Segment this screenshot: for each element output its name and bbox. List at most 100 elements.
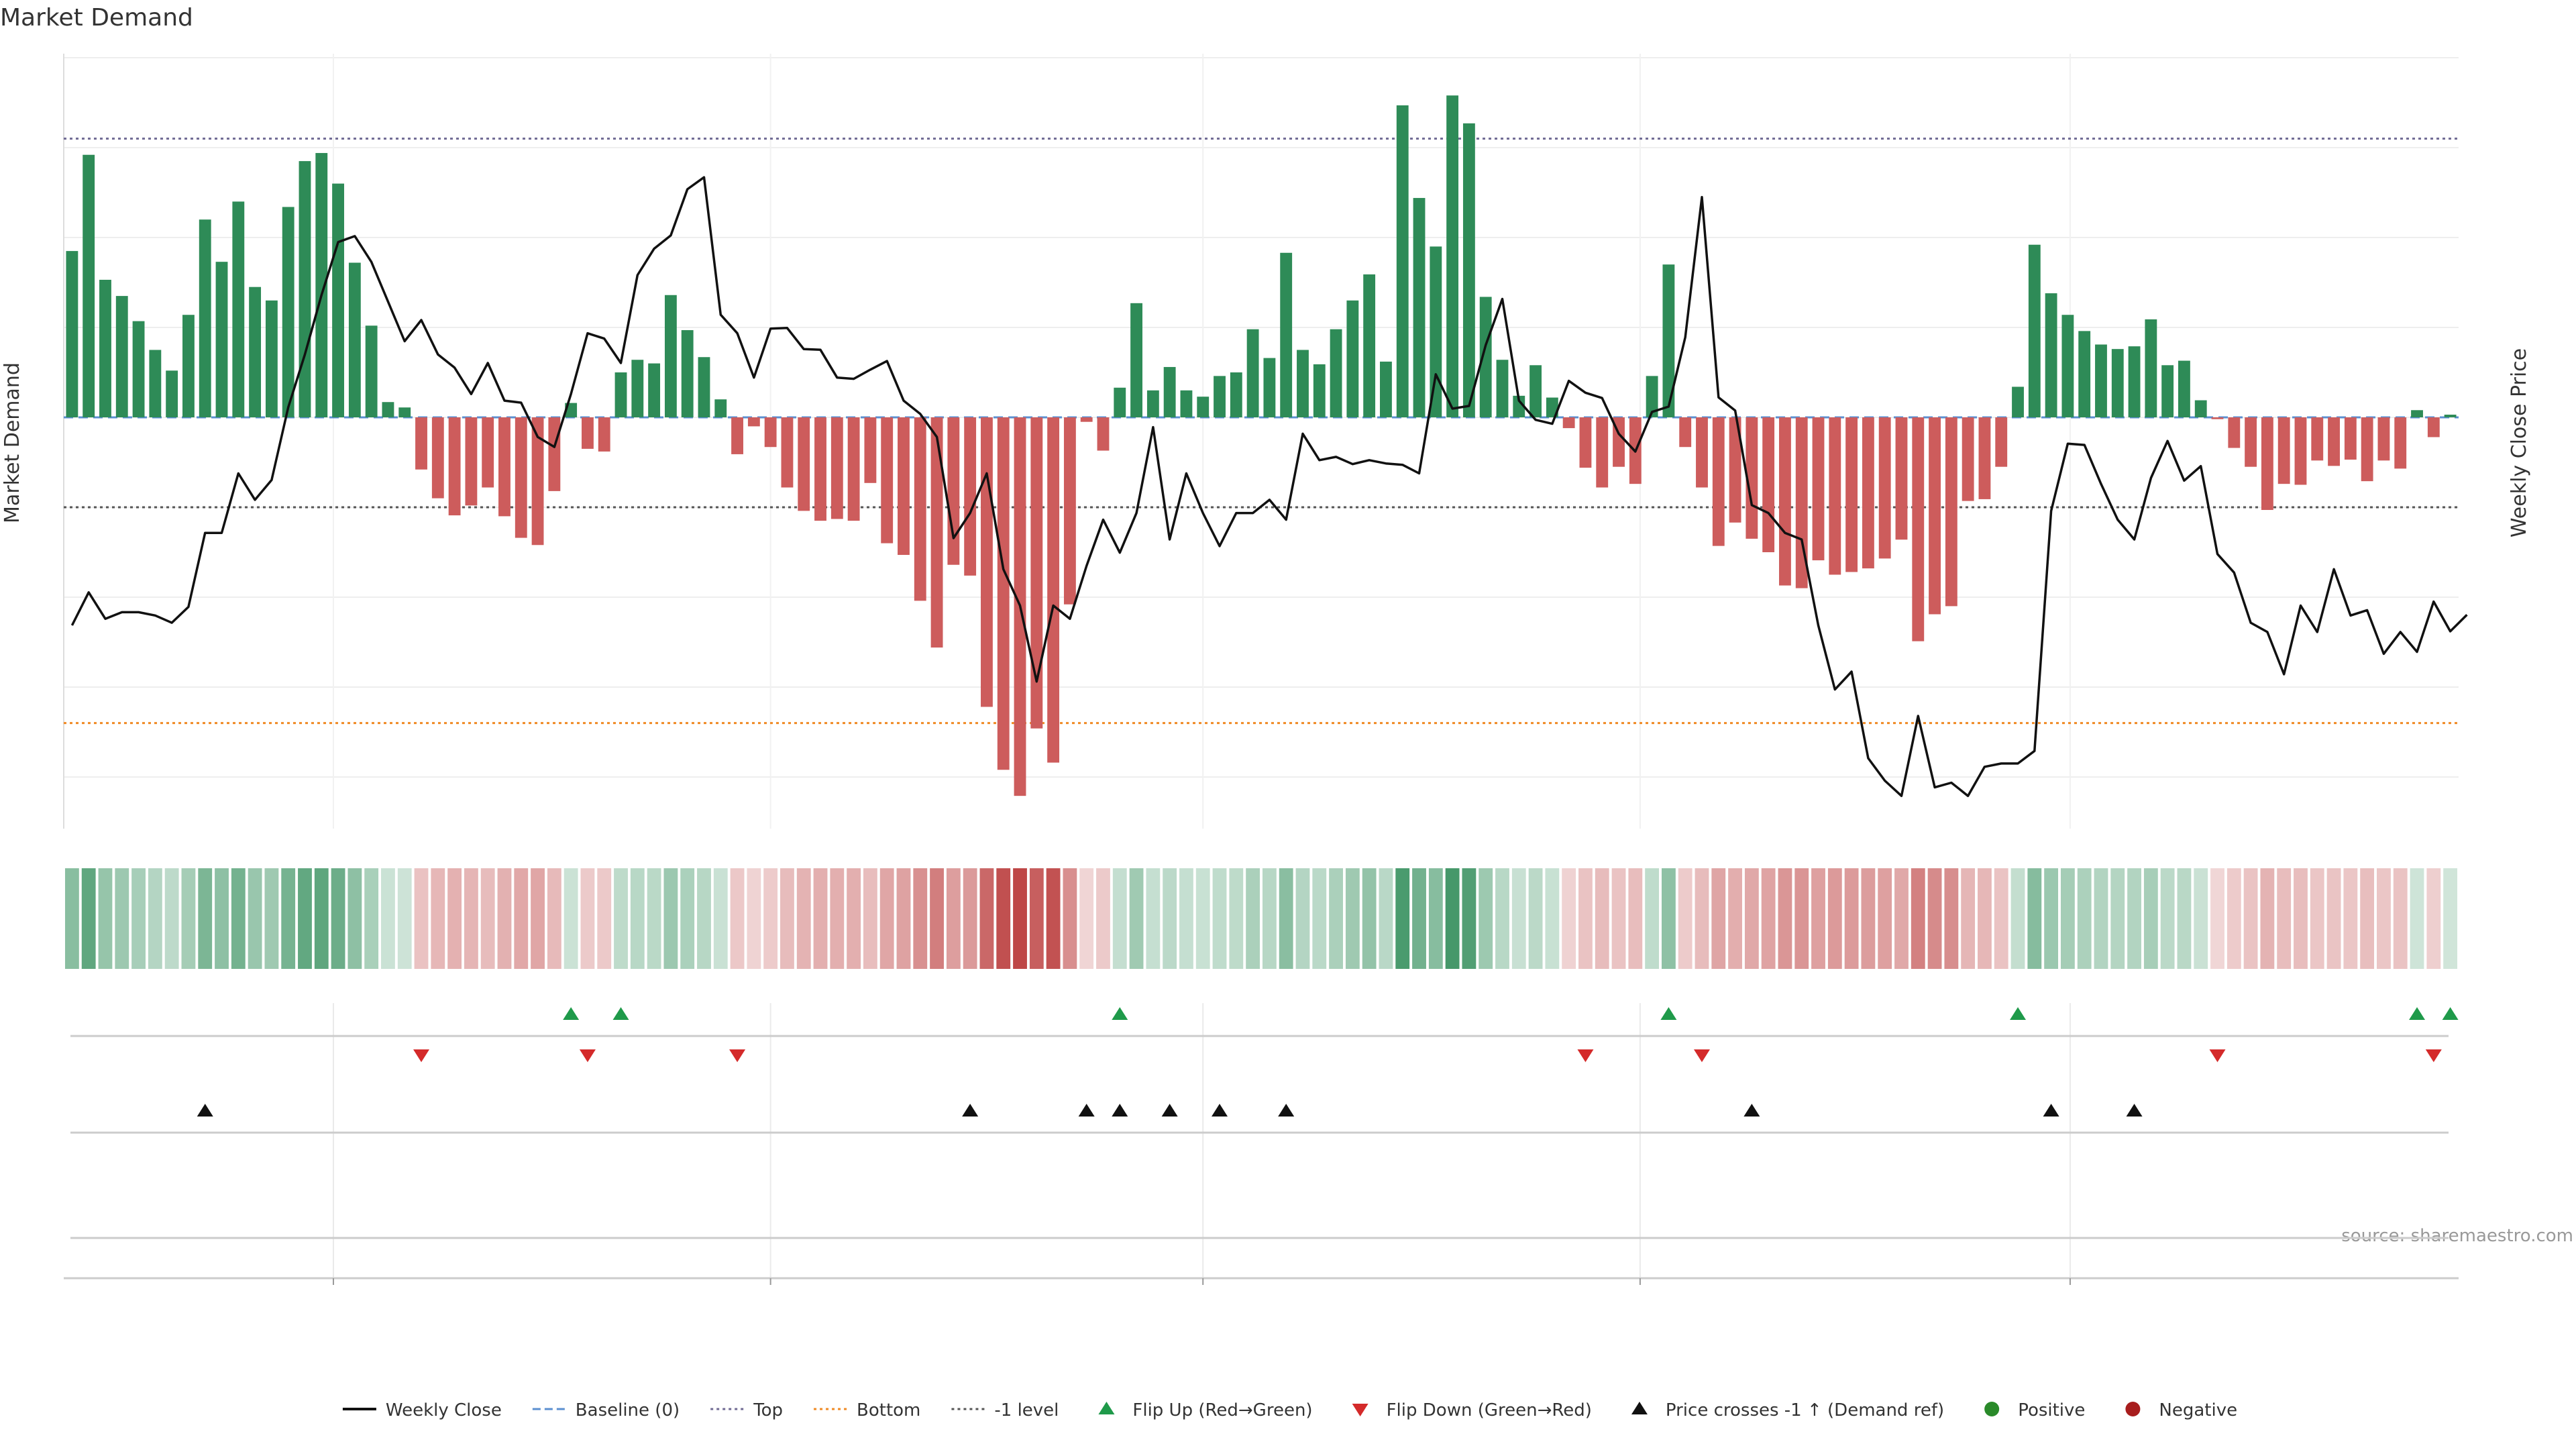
demand-bar	[1163, 366, 1176, 417]
demand-bar	[881, 417, 894, 543]
demand-bar	[199, 219, 211, 417]
demand-bar	[1297, 350, 1309, 417]
demand-bar	[847, 417, 860, 521]
demand-bar	[1779, 417, 1791, 586]
legend-label: Top	[753, 1400, 783, 1420]
heat-cell	[264, 868, 279, 969]
heat-cell	[813, 868, 828, 969]
demand-bar	[1180, 390, 1193, 417]
flip-down-marker	[729, 1049, 746, 1062]
heat-cell	[1428, 868, 1443, 969]
heat-cell	[2294, 868, 2308, 969]
demand-bar	[1230, 372, 1242, 417]
demand-bar	[166, 370, 178, 417]
demand-bar	[1812, 417, 1825, 561]
heat-cell	[996, 868, 1011, 969]
demand-bar	[698, 357, 710, 417]
demand-bar	[1562, 417, 1575, 429]
grid-layer	[63, 54, 2459, 1278]
heat-cell	[1029, 868, 1044, 969]
heat-cell	[1379, 868, 1393, 969]
demand-bar	[1795, 417, 1808, 588]
heat-cell	[364, 868, 379, 969]
heat-cell	[1545, 868, 1560, 969]
heat-cell	[763, 868, 778, 969]
heat-cell	[447, 868, 462, 969]
heat-cell	[1578, 868, 1593, 969]
heat-cell	[2393, 868, 2408, 969]
demand-bar	[830, 417, 843, 519]
demand-bar	[1829, 417, 1841, 575]
flip-up-marker	[1112, 1007, 1128, 1020]
flip-down-marker	[579, 1049, 596, 1062]
demand-bar	[83, 154, 95, 417]
heat-cell	[1195, 868, 1210, 969]
heat-cell	[2160, 868, 2175, 969]
demand-bar	[132, 321, 145, 417]
heat-cell	[181, 868, 196, 969]
demand-bar	[1646, 376, 1658, 417]
heat-cell	[1295, 868, 1310, 969]
demand-bar	[1446, 95, 1459, 417]
legend-label: -1 level	[994, 1400, 1059, 1420]
heat-cell	[1013, 868, 1027, 969]
legend: Weekly Close Baseline (0) Top Bottom -1 leve…	[342, 1400, 2237, 1420]
heat-cell	[248, 868, 262, 969]
price-cross-marker	[2126, 1104, 2143, 1117]
heat-cell	[2377, 868, 2391, 969]
heat-cell	[1395, 868, 1410, 969]
heat-cell	[331, 868, 345, 969]
heat-cell	[963, 868, 977, 969]
heat-cell	[1961, 868, 1976, 969]
x-axis	[64, 1277, 2459, 1285]
demand-bar	[1696, 417, 1708, 488]
heat-cell	[414, 868, 429, 969]
heat-cell	[697, 868, 711, 969]
legend-label: Bottom	[857, 1400, 920, 1420]
demand-bar	[1330, 329, 1342, 417]
heat-cell	[1844, 868, 1859, 969]
demand-bar	[2178, 360, 2190, 417]
heat-cell	[1894, 868, 1909, 969]
demand-bar	[1346, 300, 1359, 417]
heat-cell	[2027, 868, 2042, 969]
demand-bar	[1430, 246, 1442, 417]
demand-bar	[2095, 344, 2107, 417]
demand-bars	[66, 95, 2457, 796]
demand-bar	[2277, 417, 2290, 484]
demand-bar	[99, 279, 111, 417]
demand-bar	[265, 300, 278, 417]
heat-cell	[1944, 868, 1959, 969]
demand-bar	[964, 417, 977, 576]
demand-bar	[1862, 417, 1874, 569]
heat-cell	[164, 868, 179, 969]
demand-bar	[149, 350, 162, 417]
heat-cell	[1927, 868, 1942, 969]
heat-cell	[1911, 868, 1925, 969]
demand-bar	[731, 417, 743, 454]
heat-cell	[1861, 868, 1876, 969]
demand-bar	[215, 262, 228, 417]
heat-cell	[1978, 868, 1992, 969]
heat-cell	[547, 868, 561, 969]
legend-label: Flip Down (Green→Red)	[1387, 1400, 1592, 1420]
heat-cell	[896, 868, 911, 969]
demand-bar	[2377, 417, 2390, 461]
demand-bar	[398, 407, 411, 417]
legend-label: Baseline (0)	[576, 1400, 680, 1420]
heat-cell	[1511, 868, 1526, 969]
demand-bar	[1114, 387, 1126, 417]
demand-bar	[747, 417, 760, 427]
demand-bar	[2344, 417, 2357, 460]
heat-cell	[81, 868, 96, 969]
demand-bar	[798, 417, 810, 511]
demand-bar	[664, 295, 677, 417]
heat-cell	[1096, 868, 1110, 969]
heat-cell	[1744, 868, 1759, 969]
heat-cell	[2260, 868, 2275, 969]
demand-bar	[515, 417, 527, 538]
demand-bar	[1197, 397, 1210, 417]
heat-cell	[480, 868, 495, 969]
heat-cell	[680, 868, 695, 969]
heat-cell	[580, 868, 595, 969]
